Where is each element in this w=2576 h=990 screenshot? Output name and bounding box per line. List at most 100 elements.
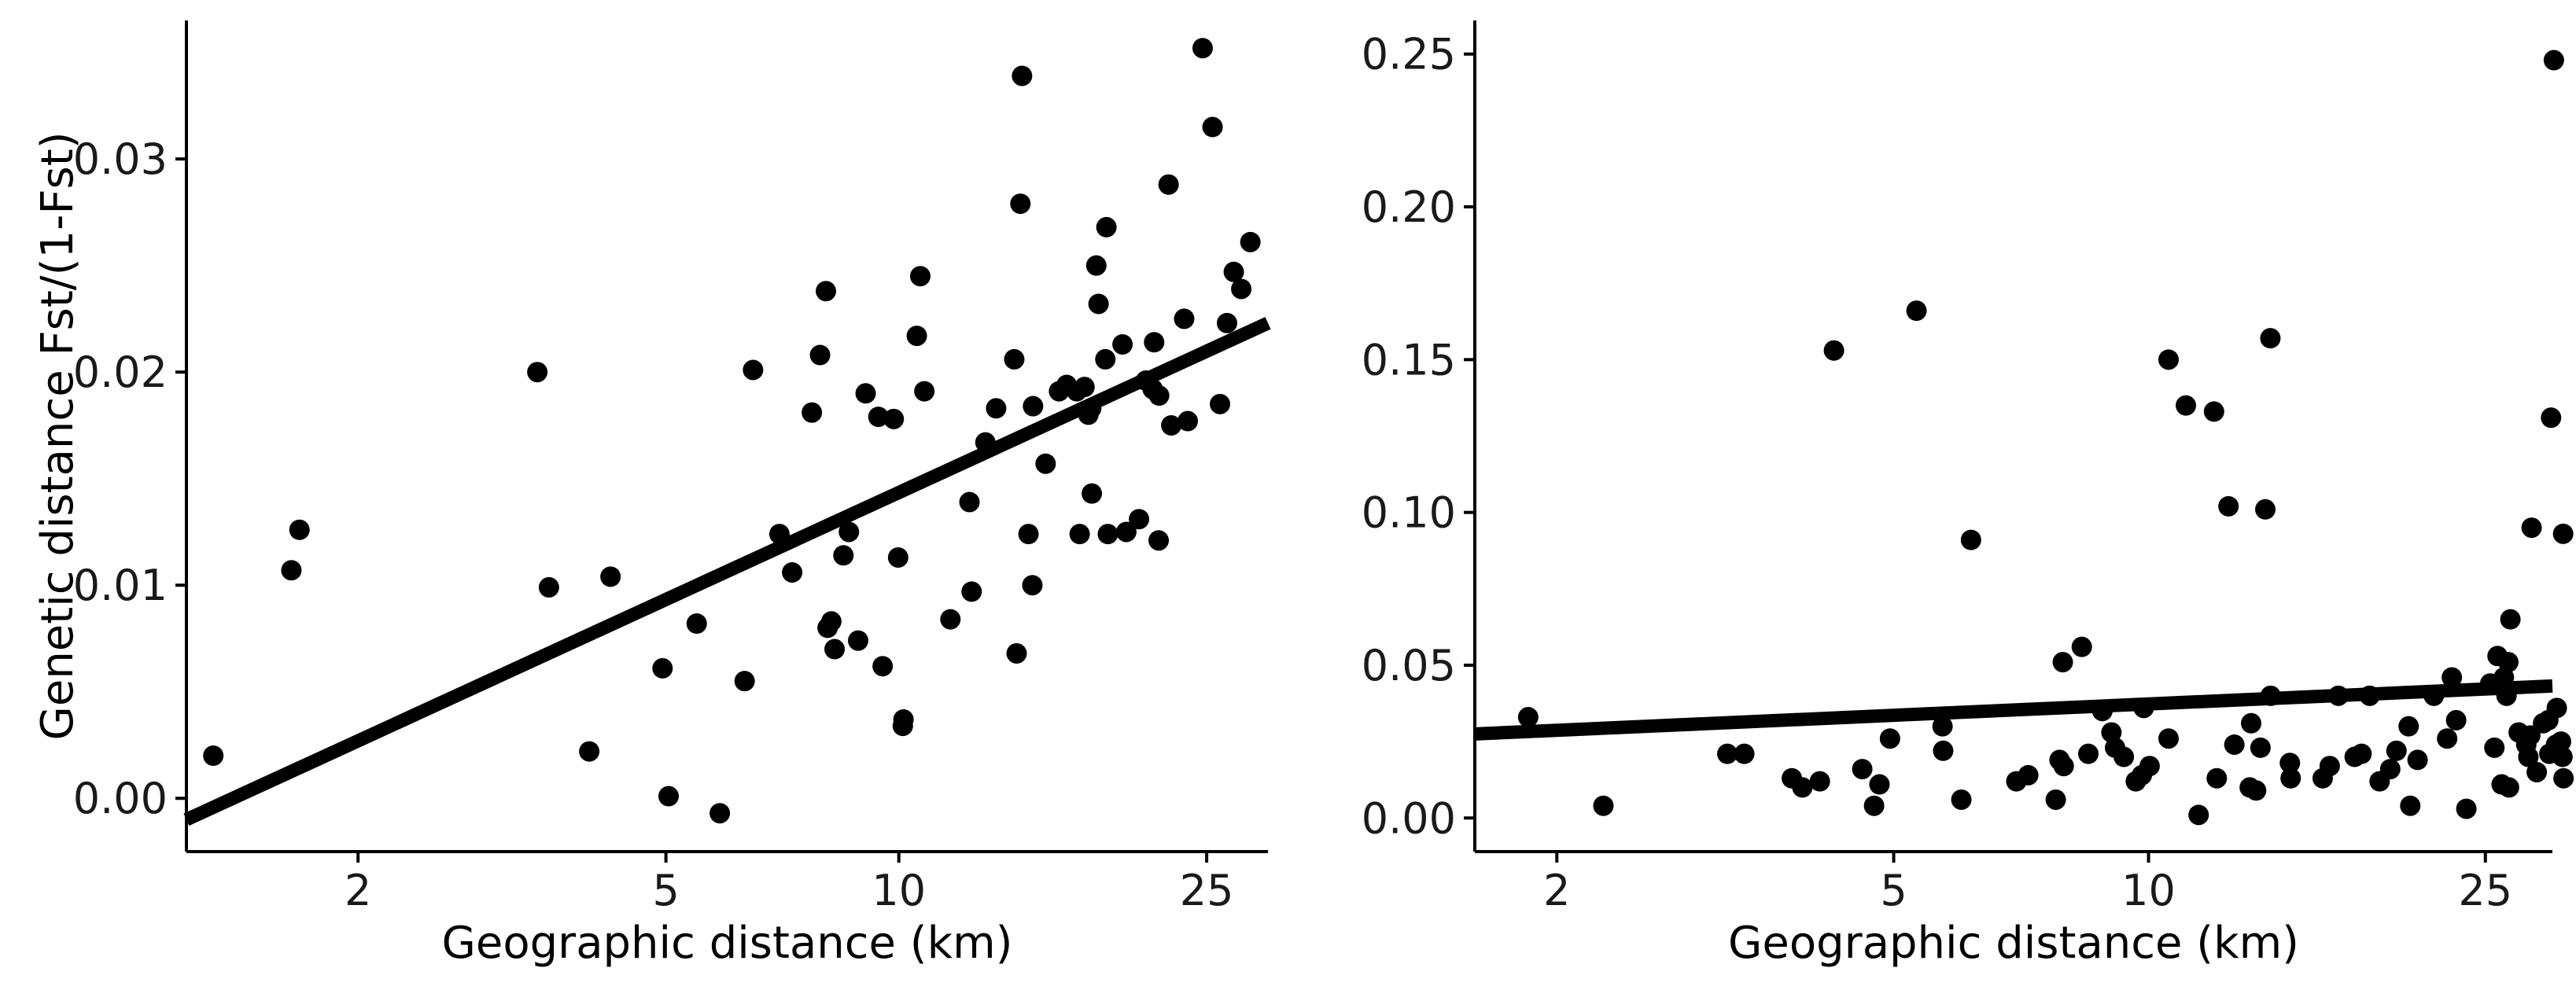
x-tick-label: 2 <box>345 866 371 915</box>
data-point <box>709 803 731 824</box>
data-point <box>2518 746 2539 767</box>
data-point <box>743 359 764 381</box>
data-point <box>1112 333 1133 355</box>
data-point <box>1906 300 1927 322</box>
data-point <box>1231 278 1252 300</box>
data-point <box>1593 795 1614 816</box>
data-point <box>2496 685 2517 706</box>
data-point <box>1177 410 1199 432</box>
regression-line <box>1474 679 2553 741</box>
x-axis-title: Geographic distance (km) <box>442 918 1013 969</box>
data-point <box>961 581 982 602</box>
data-point <box>2379 759 2401 780</box>
data-point <box>855 383 876 404</box>
data-point <box>2521 517 2542 539</box>
data-point <box>2071 636 2092 657</box>
data-point <box>2327 685 2349 706</box>
data-point <box>2018 764 2039 786</box>
data-point <box>2552 523 2574 544</box>
data-point <box>1158 174 1179 195</box>
data-point <box>1960 529 1981 550</box>
data-point <box>1223 261 1244 282</box>
data-point <box>2250 737 2271 758</box>
data-point <box>2456 798 2477 819</box>
data-point <box>1129 509 1150 530</box>
data-point <box>2133 697 2154 719</box>
data-point <box>975 432 996 453</box>
data-point <box>2052 652 2073 673</box>
data-point <box>1035 453 1056 474</box>
data-point <box>1869 774 1890 795</box>
data-point <box>2553 767 2574 789</box>
data-point <box>2045 789 2066 810</box>
data-point <box>2351 743 2372 764</box>
data-point <box>2091 701 2113 722</box>
data-point <box>1823 340 1844 361</box>
data-point <box>2359 685 2380 706</box>
data-point <box>2158 349 2179 370</box>
data-point <box>1144 332 1165 353</box>
data-point <box>2188 804 2209 826</box>
x-tick-label: 10 <box>2121 866 2176 915</box>
data-point <box>289 519 310 540</box>
data-point <box>868 407 889 428</box>
data-point <box>1074 377 1095 398</box>
data-point <box>2113 746 2135 767</box>
data-point <box>1022 575 1043 596</box>
data-point <box>887 547 908 568</box>
y-tick-label: 0.02 <box>73 348 168 397</box>
panel-right: 0.000.050.100.150.200.252 5 10 25Geographic… <box>1362 20 2574 969</box>
data-point <box>820 611 842 632</box>
data-point <box>824 639 846 660</box>
data-point <box>1081 398 1102 419</box>
data-point <box>1148 530 1170 551</box>
data-point <box>538 576 559 598</box>
y-axis-title: Genetic distance Fst/(1-Fst) <box>32 131 83 740</box>
data-point <box>2398 716 2419 737</box>
data-point <box>782 561 803 583</box>
data-point <box>2500 609 2521 630</box>
data-point <box>1933 740 1954 761</box>
y-tick-label: 0.03 <box>73 134 168 184</box>
x-tick-label: 2 <box>1543 866 1570 915</box>
regression-line <box>183 317 1271 826</box>
data-point <box>2240 712 2261 734</box>
data-point <box>652 657 673 679</box>
data-point <box>1879 728 1900 749</box>
data-point <box>2218 495 2239 517</box>
data-point <box>2203 401 2224 422</box>
data-point <box>1088 293 1109 315</box>
x-tick-label: 10 <box>872 866 926 915</box>
data-point <box>2543 50 2564 71</box>
data-point <box>1210 393 1231 414</box>
data-point <box>1115 521 1137 543</box>
data-point <box>2158 728 2179 749</box>
data-point <box>2319 756 2340 777</box>
data-point <box>1202 116 1223 138</box>
data-point <box>2101 722 2122 743</box>
data-point <box>2552 746 2573 767</box>
data-point <box>1095 348 1116 370</box>
data-point <box>527 362 548 383</box>
data-point <box>848 630 869 651</box>
data-point <box>2441 667 2463 688</box>
data-point <box>600 566 621 587</box>
data-point <box>1792 777 1813 798</box>
data-point <box>816 281 837 302</box>
data-point <box>2255 499 2276 520</box>
data-point <box>2053 756 2074 777</box>
data-point <box>906 326 927 347</box>
y-tick-label: 0.20 <box>1362 182 1456 232</box>
data-point <box>1004 348 1025 370</box>
data-point <box>1717 743 1738 764</box>
data-point <box>872 656 894 677</box>
data-point <box>883 408 905 429</box>
data-point <box>2206 767 2228 789</box>
data-point <box>1010 193 1031 215</box>
data-point <box>2497 652 2519 673</box>
data-point <box>2078 743 2099 764</box>
data-point <box>1082 483 1103 504</box>
data-point <box>809 344 831 366</box>
data-point <box>1012 65 1033 86</box>
x-axis-title: Geographic distance (km) <box>1728 918 2299 969</box>
